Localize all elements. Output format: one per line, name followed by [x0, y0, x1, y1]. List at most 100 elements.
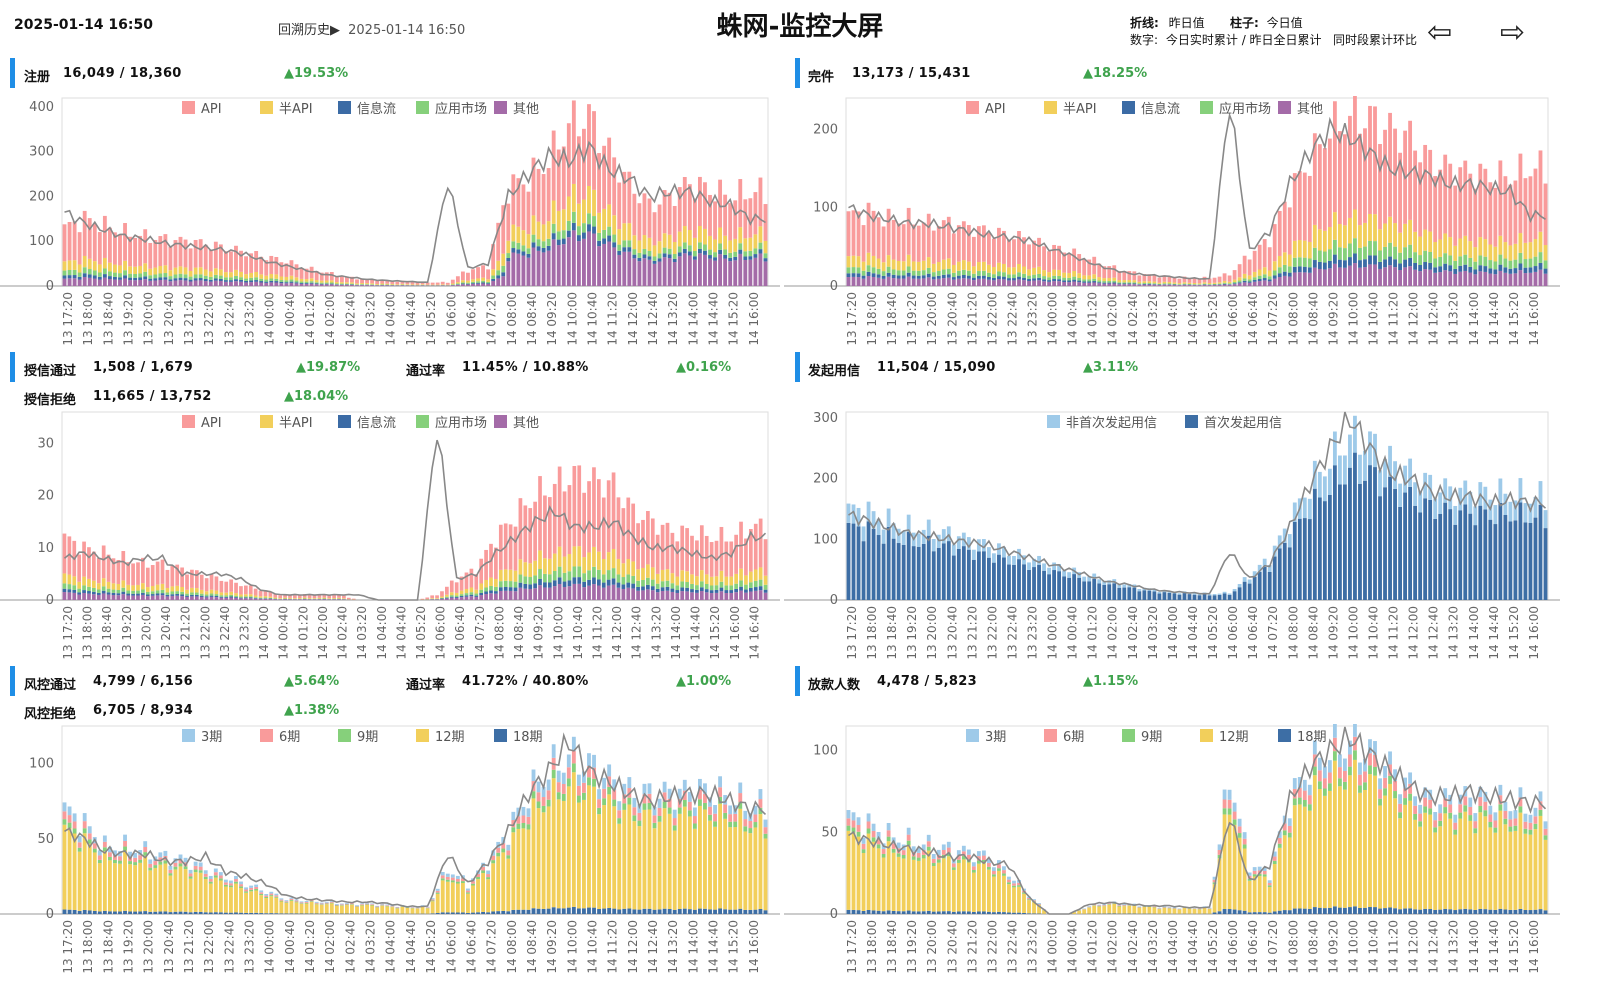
back-history-label[interactable]: 回溯历史▶ [278, 23, 340, 38]
bar-segment [1538, 252, 1543, 263]
legend-item[interactable]: API [182, 415, 222, 431]
x-tick-label: 14 02:00 [1106, 292, 1120, 346]
legend-item[interactable]: 半API [1044, 101, 1097, 117]
bar-segment [571, 222, 576, 231]
bar-segment [405, 285, 410, 286]
bar-segment [611, 548, 616, 569]
legend-item[interactable]: 应用市场 [416, 415, 487, 431]
bar-segment [566, 767, 571, 779]
bar-segment [289, 275, 294, 280]
bar-segment [1363, 771, 1367, 783]
bar-segment [289, 900, 294, 914]
legend-item[interactable]: 其他 [494, 101, 539, 117]
bar-segment [1267, 571, 1272, 600]
bar-segment [511, 224, 516, 242]
bar-segment [400, 283, 405, 285]
bar-segment [1267, 564, 1272, 572]
bar-segment [1057, 275, 1062, 280]
bar-segment [1292, 798, 1297, 806]
legend-item[interactable]: 6期 [260, 729, 300, 745]
bar-segment [1488, 827, 1493, 910]
bar-segment [1257, 571, 1262, 600]
bar-segment [244, 256, 248, 275]
bar-segment [1227, 909, 1232, 914]
bar-segment [743, 259, 748, 286]
bar-segment [111, 594, 116, 600]
bar-segment [966, 862, 971, 912]
x-tick-label: 14 04:00 [384, 920, 398, 974]
x-tick-label: 14 16:00 [1527, 920, 1541, 974]
bar-segment [698, 805, 702, 909]
x-tick-label: 14 02:40 [1126, 920, 1140, 974]
legend-item[interactable]: 18期 [1278, 729, 1327, 745]
bar-segment [1368, 264, 1372, 286]
bar-segment [677, 813, 682, 909]
bar-segment [168, 865, 173, 870]
bar-segment [297, 599, 302, 600]
bar-segment [481, 277, 485, 281]
legend-item[interactable]: 应用市场 [416, 101, 487, 117]
legend-item[interactable]: API [966, 101, 1006, 117]
legend-item[interactable]: 12期 [416, 729, 465, 745]
bar-segment [1463, 160, 1468, 236]
legend-item[interactable]: 应用市场 [1200, 101, 1271, 117]
legend-item[interactable]: 信息流 [1122, 101, 1180, 117]
bar-segment [738, 802, 743, 809]
bar-segment [1032, 274, 1036, 279]
legend-item[interactable]: 信息流 [338, 101, 396, 117]
bar-segment [1433, 176, 1438, 243]
bar-segment [204, 596, 209, 598]
legend-item[interactable]: 半API [260, 415, 313, 431]
bar-segment [1418, 255, 1423, 265]
legend-item[interactable]: 9期 [338, 729, 378, 745]
bar-segment [1082, 581, 1087, 600]
legend-swatch [260, 729, 273, 742]
bar-segment [1007, 555, 1011, 565]
legend-item[interactable]: 12期 [1200, 729, 1249, 745]
legend-item[interactable]: 18期 [494, 729, 543, 745]
bar-segment [345, 282, 349, 284]
bar-segment [662, 190, 667, 234]
bar-segment [284, 901, 289, 903]
legend-item[interactable]: 首次发起用信 [1185, 415, 1282, 431]
legend-item[interactable]: 其他 [1278, 101, 1323, 117]
legend-item[interactable]: 3期 [966, 729, 1006, 745]
bar-segment [571, 100, 576, 184]
left-arrow-icon[interactable]: ⇦ [1427, 15, 1453, 50]
legend-item[interactable]: 信息流 [338, 415, 396, 431]
bar-segment [213, 278, 218, 281]
bar-segment [518, 498, 523, 560]
bar-segment [536, 792, 541, 802]
legend-item[interactable]: 其他 [494, 415, 539, 431]
bar-segment [506, 258, 511, 262]
legend-item[interactable]: 3期 [182, 729, 222, 745]
legend-item[interactable]: 6期 [1044, 729, 1084, 745]
bar-segment [566, 123, 571, 197]
bar-segment [496, 278, 501, 286]
legend-item[interactable]: API [182, 101, 222, 117]
back-history-link[interactable]: 回溯历史▶ 2025-01-14 16:50 [278, 19, 465, 38]
bar-segment [1538, 269, 1543, 286]
bar-segment [244, 280, 248, 283]
bar-segment [489, 590, 493, 594]
bar-segment [1197, 284, 1202, 285]
bar-segment [420, 598, 425, 600]
bar-segment [652, 822, 657, 829]
bar-segment [906, 531, 911, 600]
bar-segment [123, 275, 127, 279]
right-arrow-icon[interactable]: ⇨ [1500, 15, 1526, 50]
bar-segment [531, 769, 536, 782]
bar-segment [307, 598, 312, 599]
legend-item[interactable]: 9期 [1122, 729, 1162, 745]
legend-item[interactable]: 非首次发起用信 [1047, 415, 1157, 431]
bar-segment [672, 909, 677, 914]
bar-segment [1297, 257, 1302, 267]
legend-item[interactable]: 半API [260, 101, 313, 117]
bar-segment [1307, 804, 1312, 811]
